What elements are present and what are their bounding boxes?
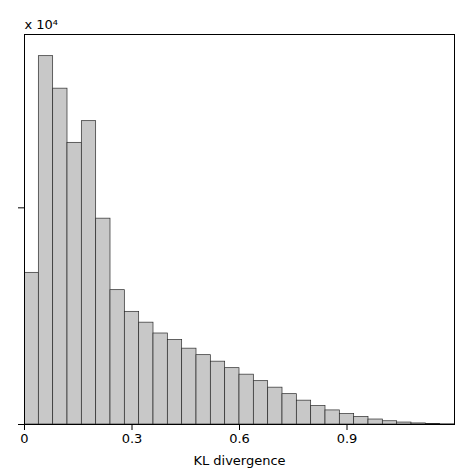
svg-text:KL divergence: KL divergence [193,453,285,468]
svg-text:0.9: 0.9 [337,431,358,446]
svg-text:0.3: 0.3 [122,431,143,446]
svg-text:0: 0 [20,431,28,446]
svg-text:0.6: 0.6 [229,431,250,446]
svg-text:x 10⁴: x 10⁴ [25,17,59,32]
